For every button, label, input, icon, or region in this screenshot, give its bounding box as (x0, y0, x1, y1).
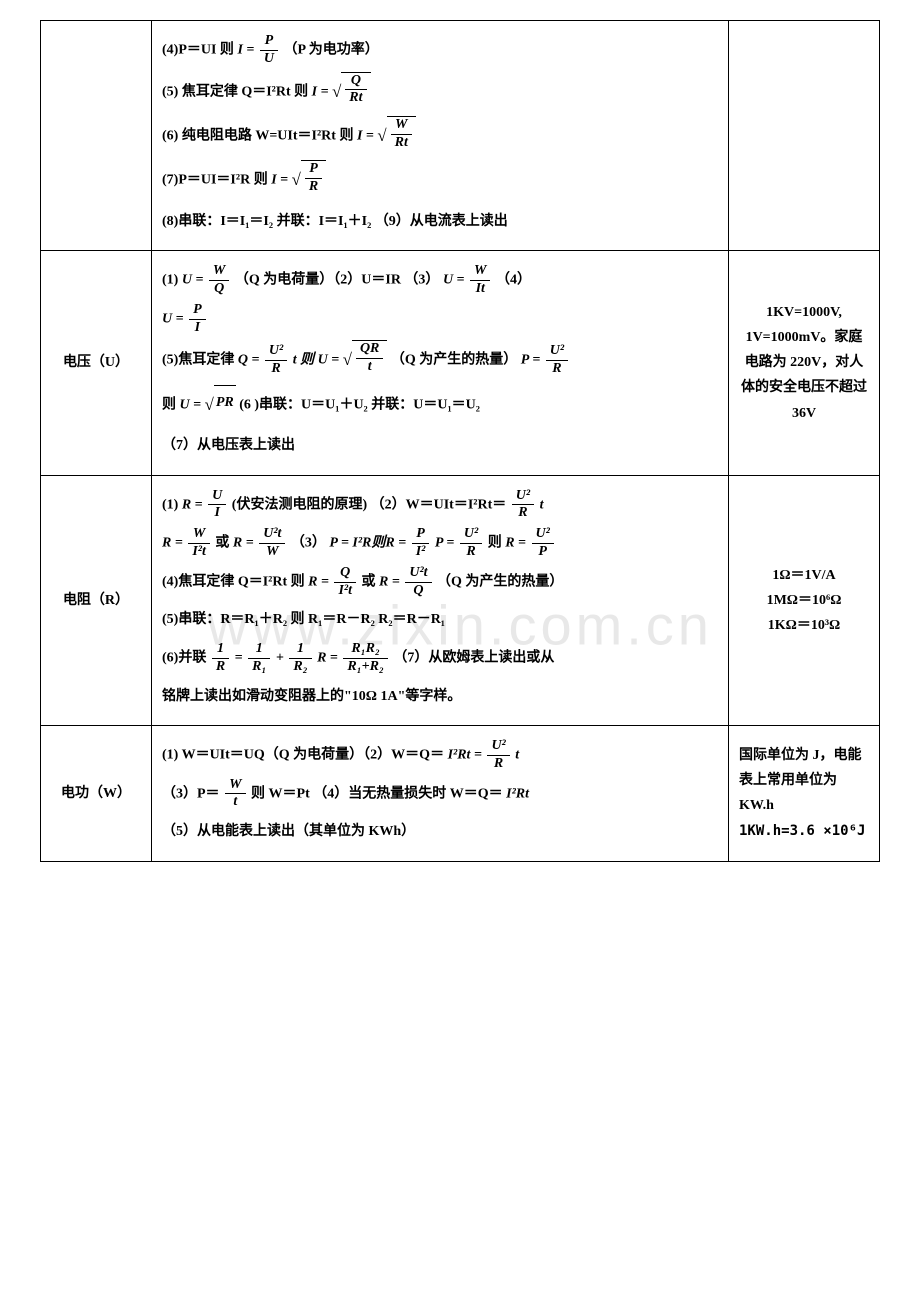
eq: U = (318, 353, 340, 368)
text: (1) (162, 273, 182, 288)
row-label-resistance: 电阻（R） (41, 475, 152, 726)
row-notes-resistance: 1Ω＝1V/A 1MΩ＝10⁶Ω 1KΩ＝10³Ω (729, 475, 880, 726)
eq: U = (443, 273, 465, 288)
eq: I = (271, 173, 288, 188)
text: t 则 (293, 353, 314, 368)
text: 铭牌上读出如滑动变阻器上的"10Ω 1A"等字样。 (162, 680, 718, 714)
eq: = (235, 650, 243, 665)
row-content-current: (4)P＝UI 则 I = PU （P 为电功率） (5) 焦耳定律 Q＝I²R… (152, 21, 729, 251)
eq: I = (357, 128, 374, 143)
eq: P = I²R则R = (329, 536, 406, 551)
text: (5)焦耳定律 (162, 353, 234, 368)
text: （Q 为电荷量）（2）U＝IR （3） (235, 273, 440, 288)
eq: R = (233, 536, 254, 551)
text: (1) (162, 497, 182, 512)
text: (1) W＝UIt＝UQ（Q 为电荷量）（2）W＝Q＝ (162, 748, 444, 763)
text: (7)P＝UI＝I²R 则 (162, 173, 268, 188)
eq: U = (162, 311, 184, 326)
text: （7）从电压表上读出 (162, 429, 718, 463)
eq: I = (312, 84, 329, 99)
text: (4)焦耳定律 Q＝I²Rt 则 (162, 574, 305, 589)
table-row: 电阻（R） (1) R = UI (伏安法测电阻的原理) （2）W＝UIt＝I²… (41, 475, 880, 726)
text: (6) 纯电阻电路 W=UIt＝I²Rt 则 (162, 128, 353, 143)
row-label-work: 电功（W） (41, 726, 152, 862)
eq: I²Rt = (448, 748, 482, 763)
eq: R = (379, 574, 400, 589)
eq: R = (308, 574, 329, 589)
notes-line: 1KΩ＝10³Ω (739, 613, 869, 638)
text: t (515, 748, 519, 763)
row-content-voltage: (1) U = WQ （Q 为电荷量）（2）U＝IR （3） U = WIt （… (152, 251, 729, 475)
text: （Q 为产生的热量） (391, 353, 517, 368)
text: 或 (215, 536, 229, 551)
row-content-resistance: (1) R = UI (伏安法测电阻的原理) （2）W＝UIt＝I²Rt＝ U²… (152, 475, 729, 726)
text: 则 (162, 397, 176, 412)
text: 则 (488, 536, 502, 551)
text: （P 为电功率） (284, 43, 379, 58)
text: （5）从电能表上读出（其单位为 KWh） (162, 815, 718, 849)
eq: P = (435, 536, 455, 551)
text: （Q 为产生的热量） (437, 574, 563, 589)
text: （7）从欧姆表上读出或从 (393, 650, 554, 665)
eq: R = (317, 650, 338, 665)
text: (4)P＝UI 则 (162, 43, 234, 58)
text: (6 )串联：U＝U₁＋U₂ 并联：U＝U₁＝U₂ (239, 397, 480, 412)
notes-line: 1KW.h=3.6 ×10⁶J (739, 819, 869, 844)
row-notes-voltage: 1KV=1000V, 1V=1000mV。家庭电路为 220V，对人体的安全电压… (729, 251, 880, 475)
row-label-voltage: 电压（U） (41, 251, 152, 475)
eq: R = (505, 536, 526, 551)
text: (6)并联 (162, 650, 210, 665)
row-label-current (41, 21, 152, 251)
eq: U = (180, 397, 202, 412)
text: 或 (362, 574, 376, 589)
eq: I = (237, 43, 254, 58)
text: (伏安法测电阻的原理) （2）W＝UIt＝I²Rt＝ (232, 497, 506, 512)
eq: R = (182, 497, 203, 512)
text: (5) 焦耳定律 Q＝I²Rt 则 (162, 84, 308, 99)
row-notes-work: 国际单位为 J，电能表上常用单位为 KW.h 1KW.h=3.6 ×10⁶J (729, 726, 880, 862)
text: (5)串联：R＝R₁＋R₂ 则 R₁＝R－R₂ R₂＝R－R₁ (162, 603, 718, 637)
text: （4） (496, 273, 531, 288)
row-content-work: (1) W＝UIt＝UQ（Q 为电荷量）（2）W＝Q＝ I²Rt = U²R t… (152, 726, 729, 862)
notes-line: 1Ω＝1V/A (739, 563, 869, 588)
table-row: 电功（W） (1) W＝UIt＝UQ（Q 为电荷量）（2）W＝Q＝ I²Rt =… (41, 726, 880, 862)
eq: Q = (238, 353, 260, 368)
text: t (540, 497, 544, 512)
text: 则 W＝Pt （4）当无热量损失时 W＝Q＝ (251, 786, 503, 801)
notes-line: 1MΩ＝10⁶Ω (739, 588, 869, 613)
eq: R = (162, 536, 183, 551)
text: （3）P＝ (162, 786, 220, 801)
table-row: 电压（U） (1) U = WQ （Q 为电荷量）（2）U＝IR （3） U =… (41, 251, 880, 475)
table-row: (4)P＝UI 则 I = PU （P 为电功率） (5) 焦耳定律 Q＝I²R… (41, 21, 880, 251)
notes-line: 国际单位为 J，电能表上常用单位为 KW.h (739, 743, 869, 819)
formula-table: (4)P＝UI 则 I = PU （P 为电功率） (5) 焦耳定律 Q＝I²R… (40, 20, 880, 862)
text: I²Rt (506, 786, 529, 801)
text: （3） (291, 536, 330, 551)
eq: P = (521, 353, 541, 368)
eq: U = (182, 273, 204, 288)
row-notes-current (729, 21, 880, 251)
text: (8)串联：I＝I₁＝I₂ 并联：I＝I₁＋I₂ （9）从电流表上读出 (162, 205, 718, 239)
plus: + (276, 650, 284, 665)
